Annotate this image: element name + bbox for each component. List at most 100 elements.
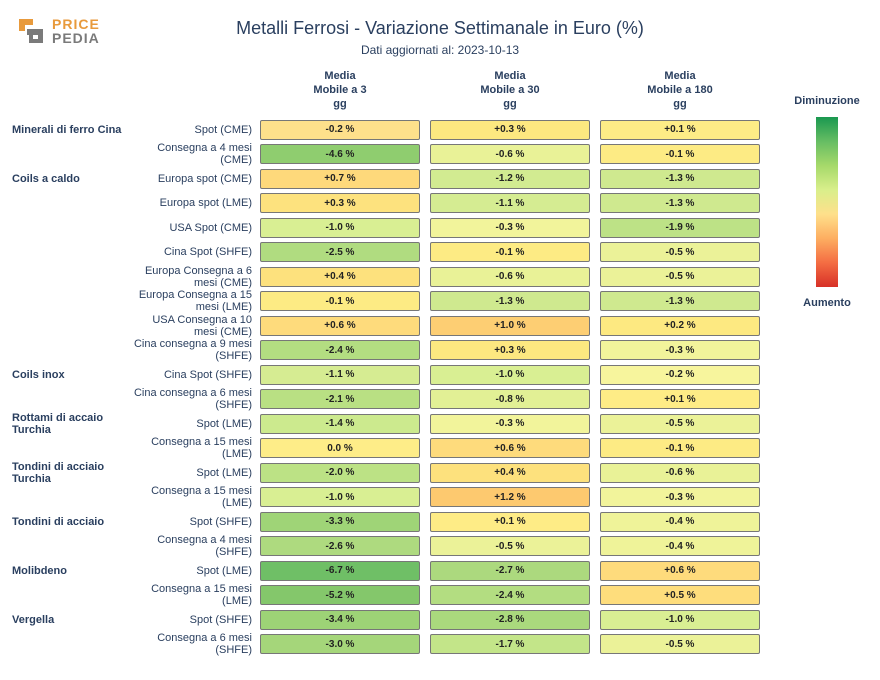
heatmap-cell: +0.1 % (430, 512, 590, 532)
heatmap-cell: -1.3 % (430, 291, 590, 311)
heatmap-cell: -0.2 % (260, 120, 420, 140)
heatmap-cell: +0.5 % (600, 585, 760, 605)
heatmap-table: MediaMobile a 3ggMediaMobile a 30ggMedia… (10, 70, 780, 656)
heatmap-cell: -2.1 % (260, 389, 420, 409)
heatmap-cell: -2.4 % (430, 585, 590, 605)
heatmap-cell: -6.7 % (260, 561, 420, 581)
item-label: Europa Consegna a 6 mesi (CME) (130, 265, 260, 289)
table-row: Cina consegna a 9 mesi (SHFE)-2.4 %+0.3 … (10, 338, 780, 363)
heatmap-cell: +0.3 % (260, 193, 420, 213)
item-label: Spot (SHFE) (130, 516, 260, 528)
table-row: Cina consegna a 6 mesi (SHFE)-2.1 %-0.8 … (10, 387, 780, 412)
heatmap-cell: -2.7 % (430, 561, 590, 581)
legend-bottom-label: Aumento (803, 297, 851, 309)
logo-text-bot: PEDIA (52, 31, 100, 45)
heatmap-cell: -0.5 % (600, 242, 760, 262)
table-row: Consegna a 6 mesi (SHFE)-3.0 % -1.7 % -0.5… (10, 632, 780, 657)
category-label: Tondini di acciaio Turchia (10, 461, 130, 485)
title-block: Metalli Ferrosi - Variazione Settimanale… (0, 0, 880, 57)
heatmap-cell: 0.0 % (260, 438, 420, 458)
heatmap-cell: -0.5 % (600, 634, 760, 654)
table-row: Europa Consegna a 15 mesi (LME)-0.1 %-1.… (10, 289, 780, 314)
heatmap-cell: -2.8 % (430, 610, 590, 630)
item-label: Consegna a 15 mesi (LME) (130, 485, 260, 509)
table-row: Europa spot (LME)+0.3 %-1.1 %-1.3 % (10, 191, 780, 216)
category-label: Minerali di ferro Cina (10, 124, 130, 136)
item-label: USA Consegna a 10 mesi (CME) (130, 314, 260, 338)
heatmap-cell: -1.7 % (430, 634, 590, 654)
heatmap-cell: -1.3 % (600, 193, 760, 213)
table-row: Consegna a 4 mesi (CME)-4.6 %-0.6 %-0.1 … (10, 142, 780, 167)
column-header: MediaMobile a 180gg (600, 70, 760, 117)
heatmap-cell: -2.0 % (260, 463, 420, 483)
heatmap-cell: +1.2 % (430, 487, 590, 507)
item-label: Consegna a 6 mesi (SHFE) (130, 632, 260, 656)
heatmap-cell: -0.1 % (600, 438, 760, 458)
category-label: Rottami di accaio Turchia (10, 412, 130, 436)
heatmap-cell: -1.0 % (600, 610, 760, 630)
heatmap-cell: -0.5 % (600, 267, 760, 287)
column-header: MediaMobile a 30gg (430, 70, 590, 117)
legend-top-label: Diminuzione (794, 95, 859, 107)
page-subtitle: Dati aggiornati al: 2023-10-13 (0, 43, 880, 57)
heatmap-cell: -3.0 % (260, 634, 420, 654)
table-row: Consegna a 15 mesi (LME)-5.2 % -2.4 % +0.5… (10, 583, 780, 608)
table-row: USA Spot (CME)-1.0 %-0.3 %-1.9 % (10, 215, 780, 240)
item-label: Spot (CME) (130, 124, 260, 136)
table-row: Coils inoxCina Spot (SHFE)-1.1 %-1.0 %-0… (10, 362, 780, 387)
heatmap-cell: -0.6 % (430, 144, 590, 164)
table-row: MolibdenoSpot (LME)-6.7 %-2.7 %+0.6 % (10, 558, 780, 583)
heatmap-cell: -1.4 % (260, 414, 420, 434)
heatmap-cell: -0.3 % (600, 487, 760, 507)
heatmap-cell: -0.6 % (600, 463, 760, 483)
item-label: Cina consegna a 6 mesi (SHFE) (130, 387, 260, 411)
logo-icon (15, 15, 47, 47)
logo-text-top: PRICE (52, 17, 100, 31)
heatmap-cell: -1.0 % (430, 365, 590, 385)
heatmap-cell: -1.2 % (430, 169, 590, 189)
column-header: MediaMobile a 3gg (260, 70, 420, 117)
item-label: Europa Consegna a 15 mesi (LME) (130, 289, 260, 313)
page-title: Metalli Ferrosi - Variazione Settimanale… (0, 18, 880, 39)
item-label: Cina Spot (SHFE) (130, 369, 260, 381)
heatmap-cell: -2.5 % (260, 242, 420, 262)
table-row: Cina Spot (SHFE)-2.5 %-0.1 %-0.5 % (10, 240, 780, 265)
heatmap-cell: -3.3 % (260, 512, 420, 532)
table-row: Consegna a 15 mesi (LME)-1.0 %+1.2 %-0.3… (10, 485, 780, 510)
heatmap-cell: -0.4 % (600, 536, 760, 556)
heatmap-cell: -0.3 % (430, 414, 590, 434)
table-row: Consegna a 4 mesi (SHFE)-2.6 %-0.5 %-0.4… (10, 534, 780, 559)
heatmap-cell: -1.3 % (600, 291, 760, 311)
color-legend: Diminuzione Aumento (792, 95, 862, 309)
heatmap-cell: -4.6 % (260, 144, 420, 164)
heatmap-cell: +0.4 % (260, 267, 420, 287)
item-label: Consegna a 15 mesi (LME) (130, 583, 260, 607)
heatmap-cell: -0.5 % (600, 414, 760, 434)
category-label: Vergella (10, 614, 130, 626)
table-rows: Minerali di ferro CinaSpot (CME)-0.2 %+0… (10, 117, 780, 656)
table-row: Minerali di ferro CinaSpot (CME)-0.2 % +0… (10, 117, 780, 142)
heatmap-cell: +0.4 % (430, 463, 590, 483)
heatmap-cell: +0.1 % (600, 120, 760, 140)
heatmap-cell: +0.3 % (430, 340, 590, 360)
heatmap-cell: -1.9 % (600, 218, 760, 238)
item-label: Cina consegna a 9 mesi (SHFE) (130, 338, 260, 362)
item-label: Cina Spot (SHFE) (130, 246, 260, 258)
heatmap-cell: +0.7 % (260, 169, 420, 189)
column-headers: MediaMobile a 3ggMediaMobile a 30ggMedia… (260, 70, 780, 117)
heatmap-cell: +0.6 % (260, 316, 420, 336)
heatmap-cell: -2.6 % (260, 536, 420, 556)
heatmap-cell: -1.0 % (260, 218, 420, 238)
item-label: Consegna a 15 mesi (LME) (130, 436, 260, 460)
heatmap-cell: -0.6 % (430, 267, 590, 287)
heatmap-cell: +0.3 % (430, 120, 590, 140)
heatmap-cell: -0.3 % (430, 218, 590, 238)
item-label: Consegna a 4 mesi (SHFE) (130, 534, 260, 558)
item-label: Europa spot (CME) (130, 173, 260, 185)
heatmap-cell: -0.2 % (600, 365, 760, 385)
table-row: VergellaSpot (SHFE)-3.4 %-2.8 %-1.0 % (10, 607, 780, 632)
item-label: Europa spot (LME) (130, 197, 260, 209)
heatmap-cell: -0.1 % (600, 144, 760, 164)
table-row: Europa Consegna a 6 mesi (CME)+0.4 % -0.6… (10, 264, 780, 289)
heatmap-cell: -5.2 % (260, 585, 420, 605)
